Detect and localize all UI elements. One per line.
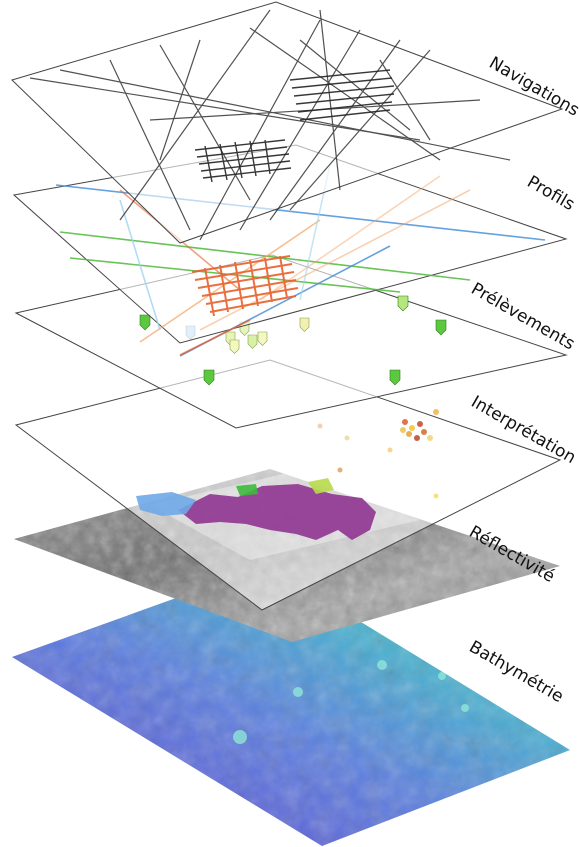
- seamount-2: [293, 687, 303, 697]
- interpretation-yellowgreen-zone: [308, 478, 334, 494]
- sample-marker: [389, 369, 401, 386]
- sample-marker: [257, 331, 268, 346]
- sample-marker: [397, 295, 409, 312]
- sample-marker: [247, 334, 258, 349]
- label-profils: Profils: [524, 172, 579, 215]
- interpretation-purple-zone: [178, 484, 376, 540]
- bathymetrie-texture: [12, 565, 570, 846]
- navigations-plane: [11, 1, 564, 244]
- interpretation-green-zone: [236, 484, 258, 496]
- seamount-1: [233, 730, 247, 744]
- interpretation-blue-zone: [136, 492, 196, 516]
- navigation-survey-grid: [194, 69, 395, 183]
- profile-survey-grid: [191, 255, 299, 317]
- sample-marker: [299, 317, 310, 332]
- profile-lines: [55, 164, 546, 357]
- seamount-5: [461, 704, 469, 712]
- interpretation-points: [317, 409, 439, 499]
- sample-marker: [229, 339, 240, 354]
- seamount-3: [377, 660, 387, 670]
- layer-navigations: Navigations: [11, 1, 580, 244]
- navigation-tracks: [29, 9, 511, 241]
- sample-marker: [203, 369, 215, 386]
- seamount-4: [438, 672, 446, 680]
- sample-marker: [435, 319, 447, 336]
